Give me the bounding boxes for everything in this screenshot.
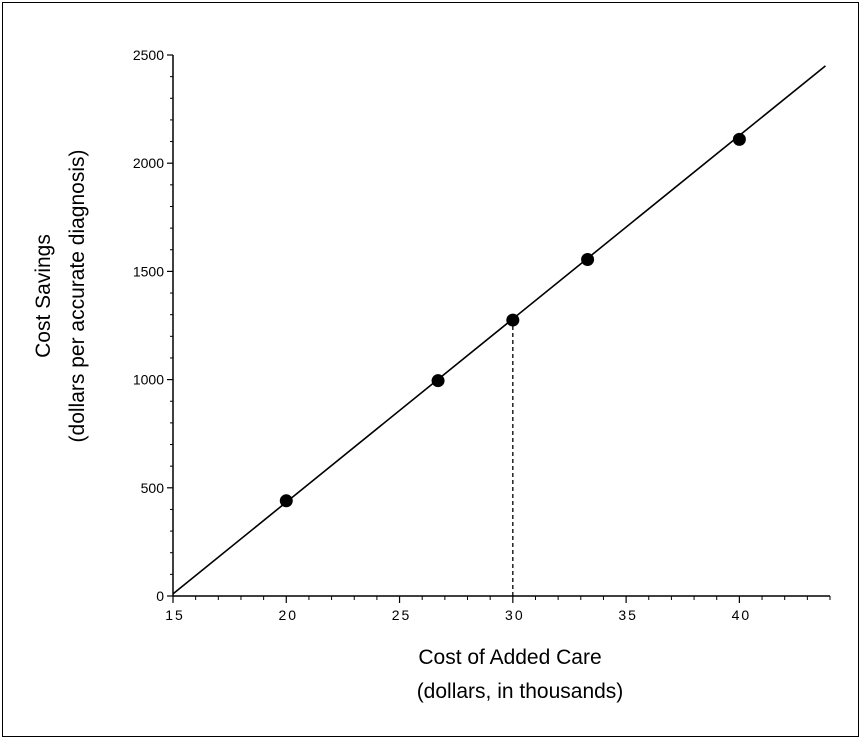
y-tick-label: 2500 <box>133 47 164 63</box>
data-point <box>581 252 595 266</box>
y-tick-label: 1500 <box>133 263 164 279</box>
x-tick-label: 40 <box>732 607 752 623</box>
y-tick-label: 1000 <box>133 372 164 388</box>
x-tick-label: 30 <box>505 607 525 623</box>
x-axis-subtitle: (dollars, in thousands) <box>417 680 624 703</box>
x-tick-label: 20 <box>278 607 298 623</box>
y-tick-label: 0 <box>156 588 164 604</box>
fit-line <box>172 65 826 595</box>
axes-group <box>172 55 830 597</box>
x-tick-label: 25 <box>392 607 412 623</box>
data-point <box>279 494 293 508</box>
marks-group <box>172 65 826 596</box>
y-tick-label: 500 <box>141 480 165 496</box>
x-tick-label: 15 <box>165 607 185 623</box>
data-point <box>506 313 520 327</box>
y-tick-label: 2000 <box>133 155 164 171</box>
axis-labels-group: Cost of Added Care (dollars, in thousand… <box>32 150 623 703</box>
y-axis-title: Cost Savings <box>32 234 55 358</box>
x-tick-label: 35 <box>618 607 638 623</box>
data-point <box>732 132 746 146</box>
data-point <box>431 374 445 388</box>
ticks-group: 0 500 1000 1500 2000 2500 15 20 25 30 35 40 <box>133 47 831 623</box>
y-axis-subtitle: (dollars per accurate diagnosis) <box>66 150 89 443</box>
x-axis-title: Cost of Added Care <box>418 646 601 669</box>
